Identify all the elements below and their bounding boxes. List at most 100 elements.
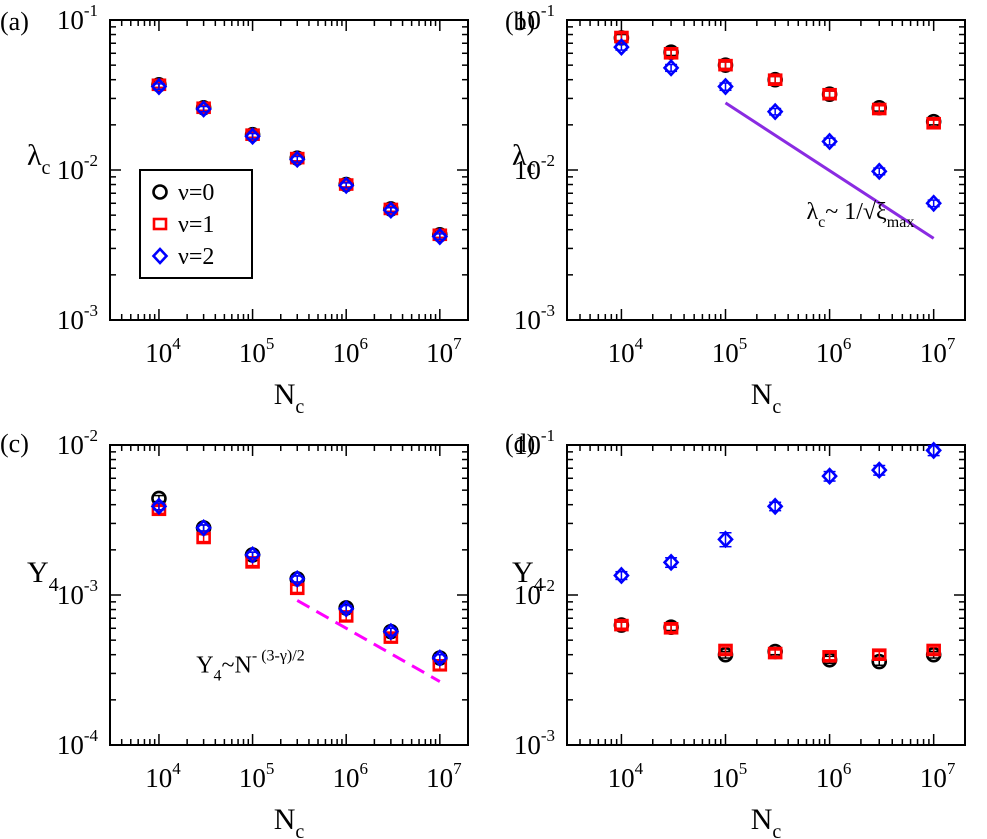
scaling-annotation: Y4~N- (3-γ)/2 [196, 647, 305, 684]
data-point-diamond [717, 530, 734, 549]
legend-label: ν=1 [178, 212, 214, 238]
data-point-square [614, 30, 629, 44]
x-tick-label: 105 [712, 759, 748, 793]
scaling-line [724, 101, 935, 240]
y-tick-label: 10-3 [57, 301, 98, 335]
legend-label: ν=0 [178, 180, 214, 206]
y-tick-label: 10-1 [514, 1, 555, 35]
y-tick-label: 10-1 [57, 1, 98, 35]
legend-label: ν=2 [178, 244, 214, 270]
panel-4: (d) 10-3 10-2 10-1 104 105 106 107 Nc Y4 [505, 426, 966, 839]
x-tick-label: 107 [920, 334, 956, 368]
data-point-square [663, 46, 679, 60]
y-axis-title: Y4 [27, 556, 59, 596]
x-tick-label: 107 [426, 759, 462, 793]
data-point-diamond [431, 649, 449, 667]
panel-label: (a) [0, 7, 29, 36]
data-point-square [926, 643, 941, 657]
y-tick-label: 10-1 [514, 426, 555, 460]
x-axis-title: Nc [274, 378, 305, 418]
panel-2: (b) 10-3 10-2 10-1 104 105 106 107 Nc λc λc~ 1/√ξm… [505, 1, 966, 418]
data-point-square [822, 650, 837, 663]
panel-1: (a) 10-3 10-2 10-1 104 105 106 107 Nc λc ν=0 ν=1 ν=2 [0, 1, 469, 418]
data-point-diamond [766, 102, 784, 121]
legend-marker-circle [152, 184, 168, 200]
data-point-diamond [870, 461, 888, 480]
x-axis-title: Nc [751, 378, 782, 418]
x-tick-label: 107 [920, 759, 956, 793]
x-tick-label: 104 [608, 759, 644, 793]
y-tick-label: 10-3 [57, 576, 98, 610]
x-tick-label: 107 [426, 334, 462, 368]
data-point-diamond [662, 58, 680, 77]
data-point-square [718, 643, 733, 657]
data-point-diamond [821, 132, 838, 151]
plot-frame [566, 444, 966, 746]
data-point-diamond [288, 150, 306, 169]
data-point-diamond [766, 497, 784, 516]
data-point-square [871, 102, 887, 116]
x-tick-label: 106 [332, 759, 368, 793]
scaling-dashed-line [296, 599, 441, 683]
x-tick-label: 105 [239, 334, 275, 368]
data-point-square [663, 621, 679, 635]
y-tick-label: 10-4 [57, 726, 99, 760]
data-point-diamond [150, 497, 168, 516]
plot-frame [109, 444, 469, 746]
y-tick-label: 10-2 [57, 426, 98, 460]
x-tick-label: 105 [712, 334, 748, 368]
data-point-diamond [870, 162, 888, 181]
y-tick-label: 10-2 [514, 151, 555, 185]
y-axis-title: λc [512, 139, 536, 179]
data-point-diamond [613, 38, 630, 56]
panel-label: (c) [0, 429, 29, 458]
x-tick-label: 104 [608, 334, 644, 368]
y-tick-label: 10-2 [57, 151, 98, 185]
panel-label: (b) [505, 7, 535, 36]
panel-3: (c) 10-4 10-3 10-2 104 105 106 107 Nc Y4 Y4~N- (3-… [0, 426, 469, 839]
scaling-annotation: λc~ 1/√ξmax [806, 199, 914, 231]
data-point-diamond [717, 77, 734, 96]
data-point-diamond [150, 77, 168, 96]
data-point-diamond [431, 227, 449, 246]
x-axis-title: Nc [274, 803, 305, 839]
panel-label: (d) [505, 429, 535, 458]
data-point-diamond [195, 100, 212, 118]
x-tick-label: 105 [239, 759, 275, 793]
data-point-diamond [195, 519, 212, 537]
data-point-diamond [662, 553, 680, 572]
x-tick-label: 106 [816, 334, 852, 368]
data-point-square [871, 648, 887, 661]
y-axis-title: Y4 [512, 556, 544, 596]
data-point-diamond [382, 622, 400, 641]
x-tick-label: 104 [145, 334, 181, 368]
data-point-square [767, 646, 783, 660]
x-tick-label: 104 [145, 759, 181, 793]
data-point-diamond [337, 176, 355, 195]
y-axis-title: λc [27, 139, 51, 179]
data-point-square [767, 73, 783, 86]
data-point-diamond [925, 194, 942, 213]
data-point-diamond [382, 201, 400, 220]
data-point-diamond [821, 467, 838, 486]
data-point-square [926, 116, 941, 130]
data-point-diamond [337, 599, 355, 618]
legend-marker-square [152, 217, 168, 231]
x-tick-label: 106 [816, 759, 852, 793]
data-point-diamond [244, 546, 261, 564]
legend-marker-diamond [151, 247, 169, 265]
y-tick-label: 10-3 [514, 301, 555, 335]
data-point-square [718, 58, 733, 72]
x-tick-label: 106 [332, 334, 368, 368]
data-point-diamond [244, 127, 261, 146]
data-point-square [614, 618, 629, 632]
y-tick-label: 10-3 [514, 726, 555, 760]
plot-frame [566, 19, 966, 321]
data-point-square [196, 531, 211, 545]
data-point-diamond [613, 566, 630, 585]
y-tick-label: 10-2 [514, 576, 555, 610]
data-point-square [822, 87, 837, 101]
data-point-square [289, 582, 305, 596]
x-axis-title: Nc [751, 803, 782, 839]
